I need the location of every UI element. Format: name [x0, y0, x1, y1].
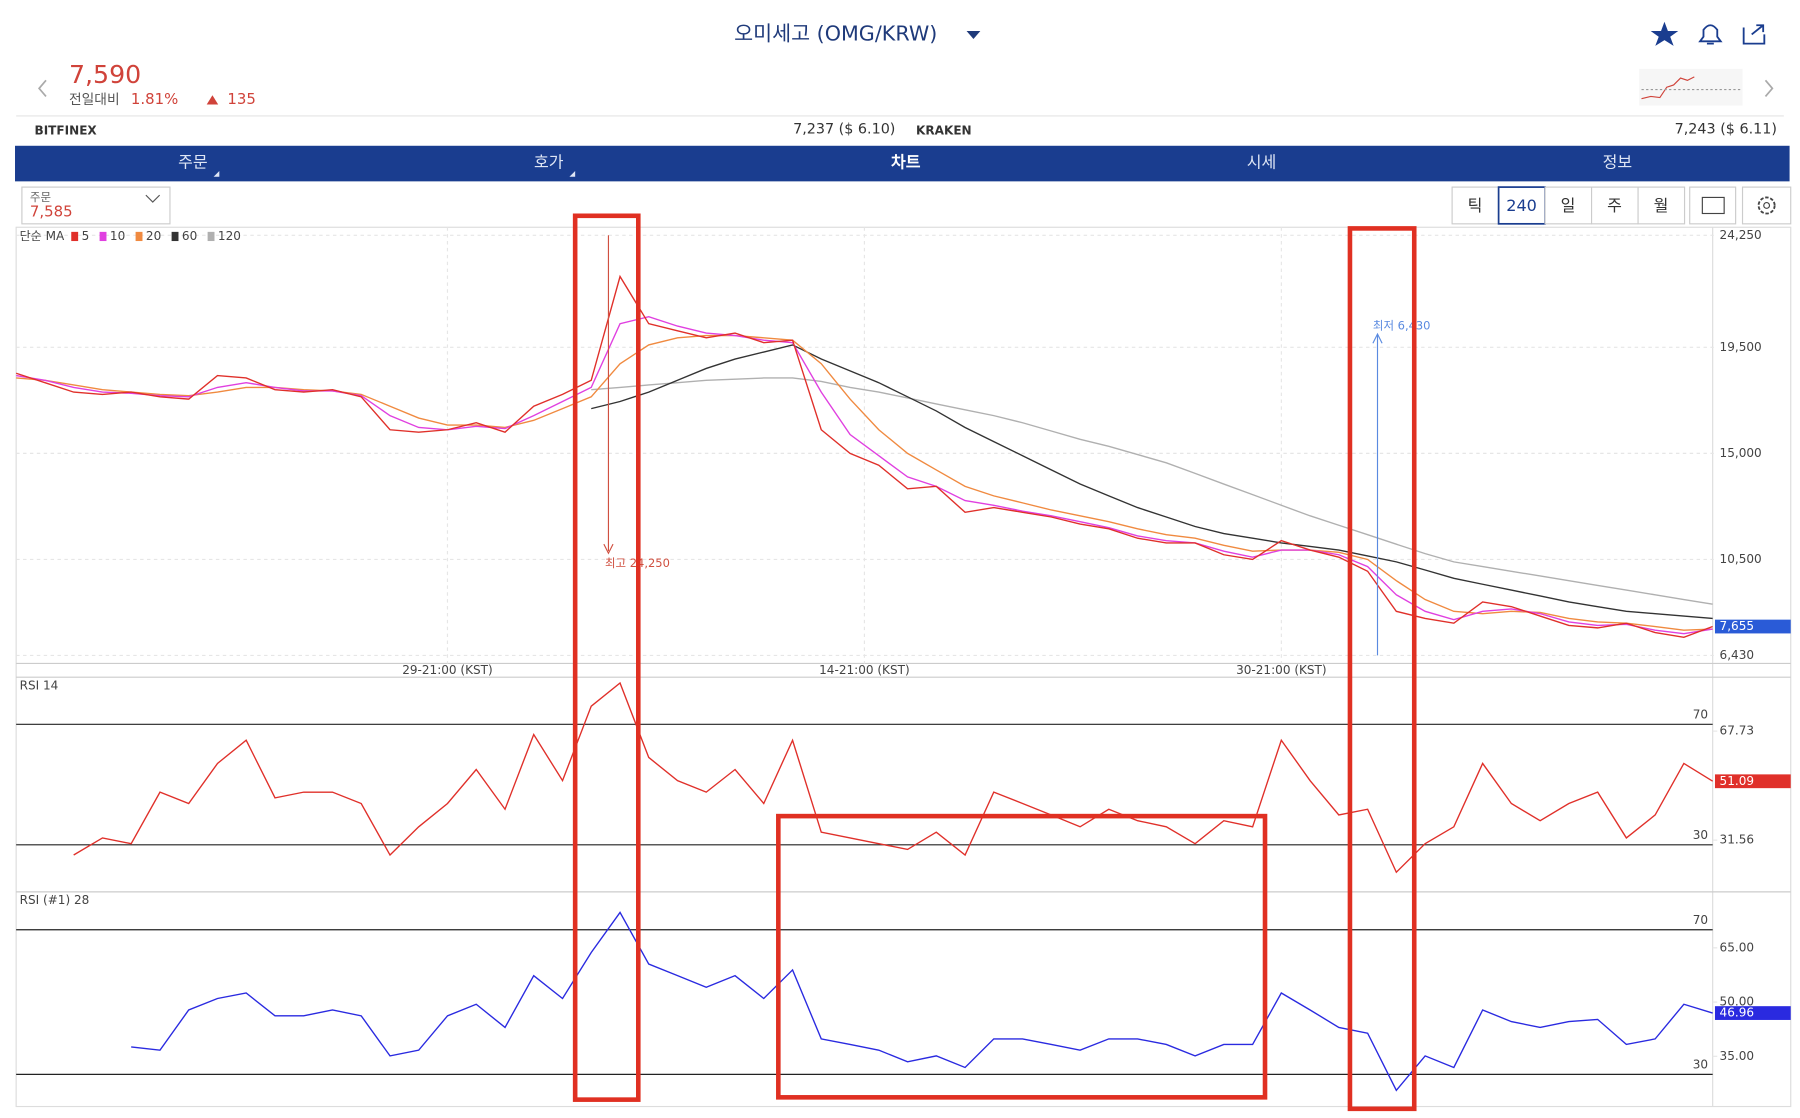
mini-chart	[1639, 68, 1743, 106]
change-amount: 135	[227, 90, 255, 108]
tab-active[interactable]: 차트	[891, 152, 921, 171]
y-tick-label: 35.00	[1720, 1049, 1755, 1063]
mini-chart-bg	[1639, 68, 1743, 106]
y-tick-label: 6,430	[1720, 648, 1755, 662]
tab[interactable]: 주문	[178, 152, 208, 171]
tab[interactable]: 호가	[534, 152, 564, 171]
reference-label: 70	[1693, 708, 1708, 722]
data-line	[131, 911, 1713, 1092]
up-triangle	[206, 95, 219, 105]
current-value-label: 46.96	[1720, 1006, 1755, 1020]
chart-frame	[15, 226, 1792, 1108]
low-arrowhead	[1372, 332, 1383, 344]
data-line	[15, 274, 1713, 638]
order-price: 7,585	[30, 202, 73, 220]
data-line	[16, 315, 1713, 635]
legend-label: 10	[110, 229, 125, 243]
panel-title: RSI 14	[20, 678, 59, 692]
exchange-price: 7,237 ($ 6.10)	[793, 122, 895, 138]
exchange-name: BITFINEX	[35, 123, 98, 137]
current-value-label: 51.09	[1720, 774, 1755, 788]
legend-swatch	[135, 231, 143, 242]
highlight-boxes	[572, 213, 1417, 1112]
legend-label: 120	[218, 229, 241, 243]
period-label: 틱	[1468, 196, 1483, 215]
legend-title: 단순 MA	[20, 229, 65, 243]
layout-button[interactable]	[1689, 186, 1737, 225]
highlight-box	[776, 813, 1268, 1100]
exchange-price: 7,243 ($ 6.11)	[1675, 122, 1777, 138]
period-button[interactable]	[1451, 186, 1500, 225]
reference-label: 30	[1693, 828, 1708, 842]
x-tick-label: 30-21:00 (KST)	[1236, 663, 1327, 677]
y-tick-label: 67.73	[1720, 724, 1755, 738]
legend-label: 5	[82, 229, 90, 243]
legend-swatch	[171, 231, 179, 242]
reference-label: 30	[1693, 1058, 1708, 1072]
current-value-badge	[1714, 619, 1791, 634]
reference-label: 70	[1693, 913, 1708, 927]
y-tick-label: 31.56	[1720, 833, 1755, 847]
dropdown-caret	[145, 194, 161, 203]
exchange-name: KRAKEN	[916, 123, 972, 137]
order-label: 주문	[30, 190, 51, 204]
settings-button[interactable]	[1741, 186, 1792, 225]
period-label: 일	[1561, 196, 1576, 215]
period-label: 주	[1607, 196, 1622, 215]
y-tick-label: 10,500	[1720, 552, 1762, 566]
share-icon[interactable]	[1742, 24, 1766, 45]
market-title[interactable]: 오미세고 (OMG/KRW)	[734, 21, 937, 45]
favorite-star[interactable]	[1650, 21, 1679, 46]
mini-chart-line	[1641, 76, 1695, 100]
highlight-box	[572, 213, 641, 1102]
legend-swatch	[207, 231, 215, 242]
legend-label: 20	[146, 229, 161, 243]
period-label: 월	[1654, 196, 1669, 215]
period-label: 240	[1506, 196, 1537, 215]
charts: 24,250 19,500 15,000 10,500 6,430 29-21:00 (K…	[15, 227, 1791, 1092]
period-button[interactable]	[1637, 186, 1686, 225]
tab-bar	[15, 145, 1790, 182]
y-tick-label: 24,250	[1720, 228, 1762, 242]
tab[interactable]: 시세	[1247, 152, 1277, 171]
prev-arrow[interactable]	[37, 79, 47, 97]
y-tick-label: 65.00	[1720, 940, 1755, 954]
tab[interactable]: 정보	[1603, 152, 1633, 171]
panel-title: RSI (#1) 28	[20, 893, 90, 907]
x-tick-label: 14-21:00 (KST)	[819, 663, 910, 677]
current-value-label: 7,655	[1720, 619, 1755, 633]
legend-swatch	[99, 231, 107, 242]
title-dropdown-caret[interactable]	[966, 30, 981, 40]
data-line	[16, 334, 1713, 631]
period-button[interactable]	[1544, 186, 1593, 225]
period-button[interactable]	[1591, 186, 1639, 225]
settings-gear	[1757, 196, 1776, 215]
legend-label: 60	[182, 229, 197, 243]
settings-gear-center	[1763, 202, 1771, 209]
data-line	[591, 344, 1713, 620]
highlight-box	[1347, 226, 1417, 1112]
change-label: 전일대비	[69, 92, 120, 108]
data-line	[73, 681, 1714, 874]
current-value-badge	[1714, 1006, 1791, 1020]
x-tick-label: 29-21:00 (KST)	[402, 663, 493, 677]
next-arrow[interactable]	[1764, 79, 1774, 97]
order-dropdown[interactable]	[21, 186, 171, 225]
alarm-bell[interactable]	[1698, 24, 1723, 45]
current-value-badge	[1714, 774, 1791, 789]
period-button[interactable]	[1497, 186, 1546, 225]
y-tick-label: 19,500	[1720, 340, 1762, 354]
data-line	[591, 377, 1713, 605]
current-price: 7,590	[69, 60, 141, 89]
legend-swatch	[71, 231, 79, 242]
period-buttons: 틱 240 일 주 월	[1451, 186, 1686, 225]
y-tick-label: 50.00	[1720, 995, 1755, 1009]
y-tick-label: 15,000	[1720, 446, 1762, 460]
change-percent: 1.81%	[131, 90, 178, 108]
layout-icon	[1701, 196, 1725, 215]
high-arrowhead	[603, 543, 614, 555]
low-label: 최저 6,430	[1373, 318, 1431, 332]
